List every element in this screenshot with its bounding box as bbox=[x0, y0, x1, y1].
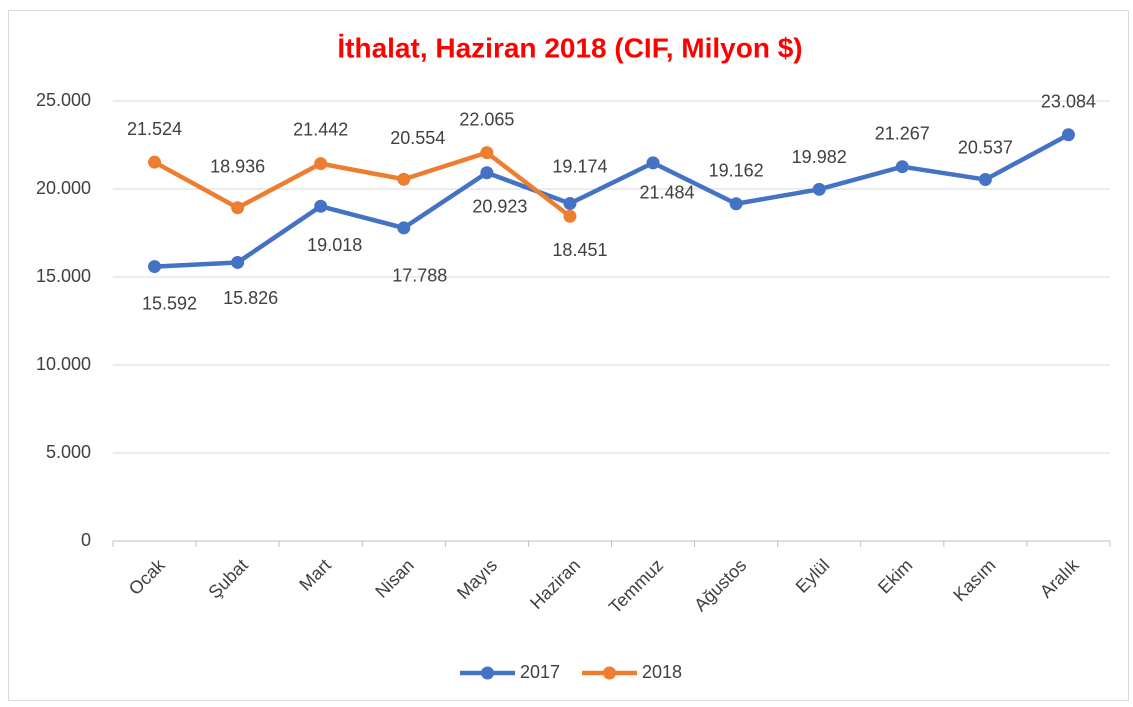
data-label: 20.923 bbox=[472, 197, 527, 217]
legend-marker bbox=[603, 666, 616, 680]
y-tick-label: 25.000 bbox=[36, 90, 91, 110]
y-tick-label: 15.000 bbox=[36, 266, 91, 286]
data-label: 15.826 bbox=[223, 288, 278, 308]
data-label: 19.174 bbox=[552, 156, 607, 176]
chart-border bbox=[8, 10, 1129, 701]
data-label: 21.524 bbox=[127, 119, 182, 139]
data-label: 15.592 bbox=[142, 293, 197, 313]
data-label: 20.554 bbox=[390, 128, 445, 148]
data-label: 17.788 bbox=[392, 266, 447, 286]
data-point bbox=[895, 160, 909, 174]
y-tick-label: 20.000 bbox=[36, 178, 91, 198]
data-label: 18.451 bbox=[552, 240, 607, 260]
data-label: 21.442 bbox=[293, 119, 348, 139]
data-label: 21.267 bbox=[875, 123, 930, 143]
y-tick-label: 5.000 bbox=[46, 442, 91, 462]
legend-marker bbox=[481, 666, 494, 680]
chart-title: İthalat, Haziran 2018 (CIF, Milyon $) bbox=[337, 32, 802, 63]
legend-label: 2017 bbox=[520, 662, 560, 682]
legend-label: 2018 bbox=[642, 662, 682, 682]
data-point bbox=[314, 199, 328, 213]
data-point bbox=[480, 146, 494, 160]
data-point bbox=[1061, 128, 1075, 142]
data-point bbox=[646, 156, 660, 170]
series-line bbox=[153, 150, 572, 219]
data-point bbox=[563, 197, 577, 211]
data-label: 21.484 bbox=[640, 183, 695, 203]
data-label: 22.065 bbox=[459, 109, 514, 129]
data-point bbox=[314, 157, 328, 171]
data-point bbox=[978, 173, 992, 187]
y-tick-label: 10.000 bbox=[36, 354, 91, 374]
data-point bbox=[231, 201, 245, 215]
data-point bbox=[148, 260, 162, 274]
data-label: 19.018 bbox=[307, 235, 362, 255]
data-point bbox=[397, 172, 411, 186]
data-label: 18.936 bbox=[210, 156, 265, 176]
data-point bbox=[231, 255, 245, 269]
data-point bbox=[563, 209, 577, 223]
data-point bbox=[812, 182, 826, 196]
data-label: 23.084 bbox=[1041, 91, 1096, 111]
data-point bbox=[397, 221, 411, 235]
data-point bbox=[729, 197, 743, 211]
data-label: 19.162 bbox=[709, 160, 764, 180]
data-point bbox=[148, 155, 162, 169]
data-label: 20.537 bbox=[958, 137, 1013, 157]
series-line bbox=[154, 132, 1070, 269]
y-tick-label: 0 bbox=[81, 530, 91, 550]
data-label: 19.982 bbox=[792, 147, 847, 167]
data-point bbox=[480, 166, 494, 180]
